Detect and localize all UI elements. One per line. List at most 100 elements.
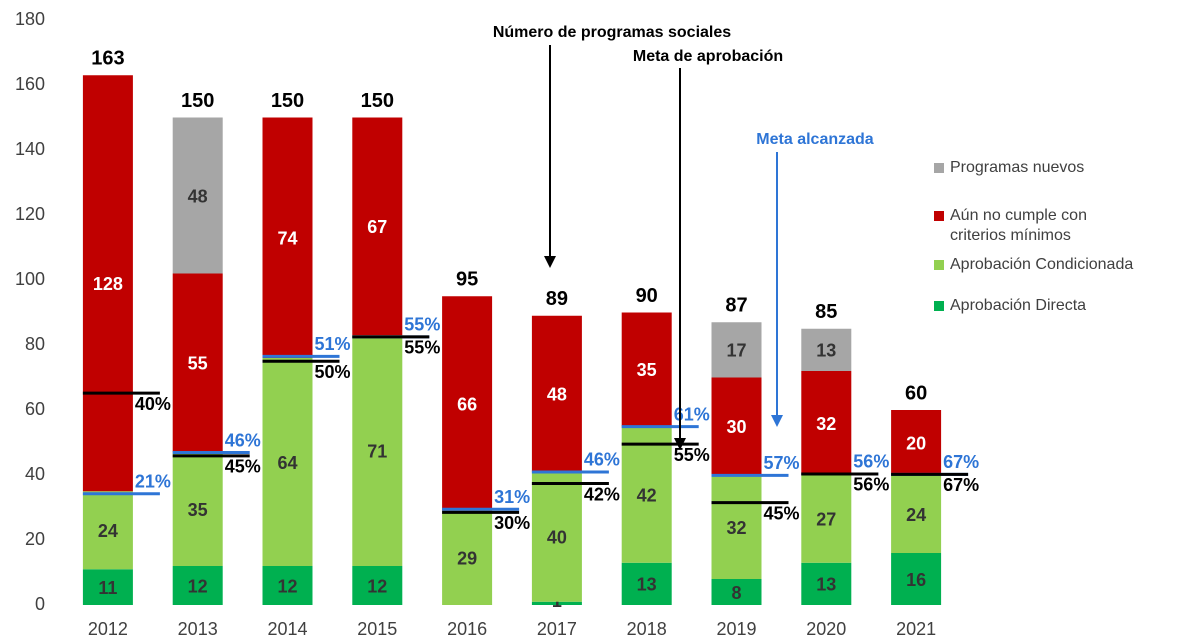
- data-label: 30: [726, 417, 746, 437]
- total-label: 163: [91, 48, 124, 70]
- bar-segment: [172, 117, 223, 274]
- data-label: 13: [816, 575, 836, 595]
- goal-label: 55%: [674, 445, 710, 465]
- bar-segment: [621, 312, 672, 427]
- total-label: 85: [815, 301, 837, 323]
- y-tick-label: 20: [25, 529, 45, 549]
- arrow-head: [674, 438, 686, 450]
- legend-swatch: [934, 301, 944, 311]
- total-label: 89: [546, 288, 568, 310]
- data-label: 42: [637, 485, 657, 505]
- data-label: 13: [637, 575, 657, 595]
- bar-segment: [352, 566, 403, 605]
- legend-label: Aprobación Directa: [950, 297, 1087, 314]
- goal-label: 56%: [853, 475, 889, 495]
- bar-segment: [352, 117, 403, 336]
- total-label: 150: [181, 90, 214, 112]
- y-tick-label: 180: [15, 9, 45, 29]
- goal-label: 67%: [943, 475, 979, 495]
- bar-segment: [891, 553, 942, 605]
- x-tick-label: 2013: [178, 619, 218, 639]
- bar-segment: [442, 510, 493, 605]
- data-label: 13: [816, 341, 836, 361]
- bar-segment: [172, 566, 223, 605]
- goal-label: 31%: [494, 487, 530, 507]
- y-tick-label: 40: [25, 464, 45, 484]
- bar-segment: [531, 315, 582, 472]
- bar-segment: [801, 562, 852, 605]
- legend-label: Aún no cumple con criterios mínimos: [950, 207, 1087, 244]
- bar-segment: [711, 322, 762, 378]
- data-label: 35: [188, 500, 208, 520]
- bar-segment: [262, 358, 313, 566]
- goal-label: 45%: [225, 457, 261, 477]
- goal-label: 50%: [315, 362, 351, 382]
- y-tick-label: 120: [15, 204, 45, 224]
- bar-segment: [82, 569, 133, 605]
- bar-segment: [172, 452, 223, 566]
- bar-segment: [801, 371, 852, 475]
- y-tick-label: 140: [15, 139, 45, 159]
- legend-label: Aprobación Condicionada: [950, 256, 1134, 273]
- data-label: 12: [277, 576, 297, 596]
- bar-segment: [82, 491, 133, 570]
- data-label: 24: [98, 521, 118, 541]
- total-label: 87: [725, 295, 747, 317]
- x-tick-label: 2014: [267, 619, 307, 639]
- data-label: 48: [188, 186, 208, 206]
- data-label: 29: [457, 549, 477, 569]
- data-label: 32: [726, 518, 746, 538]
- x-tick-label: 2017: [537, 619, 577, 639]
- data-label: 67: [367, 217, 387, 237]
- y-tick-label: 100: [15, 269, 45, 289]
- goal-label: 56%: [853, 452, 889, 472]
- goal-label: 21%: [135, 472, 171, 492]
- annotation: Número de programas sociales: [493, 24, 731, 41]
- bar-segment: [891, 475, 942, 553]
- goal-label: 57%: [764, 453, 800, 473]
- data-label: 55: [188, 354, 208, 374]
- data-label: 128: [93, 274, 123, 294]
- bar-segment: [891, 410, 942, 475]
- bar-segment: [352, 335, 403, 566]
- total-label: 150: [271, 90, 304, 112]
- data-label: 12: [367, 576, 387, 596]
- goal-label: 42%: [584, 484, 620, 504]
- bar-segment: [172, 273, 223, 453]
- legend-swatch: [934, 163, 944, 173]
- bar-segment: [82, 75, 133, 492]
- data-label: 12: [188, 576, 208, 596]
- x-tick-label: 2018: [627, 619, 667, 639]
- goal-label: 45%: [764, 503, 800, 523]
- total-label: 60: [905, 382, 927, 404]
- bar-segment: [801, 328, 852, 371]
- legend-swatch: [934, 260, 944, 270]
- bar-segment: [531, 601, 582, 605]
- x-tick-label: 2019: [716, 619, 756, 639]
- bar-segment: [711, 579, 762, 605]
- annotation: Meta de aprobación: [633, 48, 783, 65]
- bar-segment: [262, 566, 313, 605]
- data-label: 40: [547, 528, 567, 548]
- bar-segment: [711, 475, 762, 579]
- goal-label: 46%: [584, 450, 620, 470]
- x-tick-label: 2012: [88, 619, 128, 639]
- goal-label: 55%: [404, 315, 440, 335]
- goal-label: 55%: [404, 338, 440, 358]
- goal-label: 61%: [674, 404, 710, 424]
- bar-segment: [442, 296, 493, 511]
- data-label: 11: [98, 578, 117, 598]
- arrow-head: [771, 415, 783, 427]
- bar-segment: [621, 562, 672, 605]
- legend-swatch: [934, 211, 944, 221]
- data-label: 20: [906, 433, 926, 453]
- y-tick-label: 0: [35, 594, 45, 614]
- data-label: 32: [816, 414, 836, 434]
- x-tick-label: 2016: [447, 619, 487, 639]
- x-tick-label: 2021: [896, 619, 936, 639]
- bar-segment: [801, 475, 852, 563]
- goal-label: 40%: [135, 394, 171, 414]
- arrow-head: [544, 256, 556, 268]
